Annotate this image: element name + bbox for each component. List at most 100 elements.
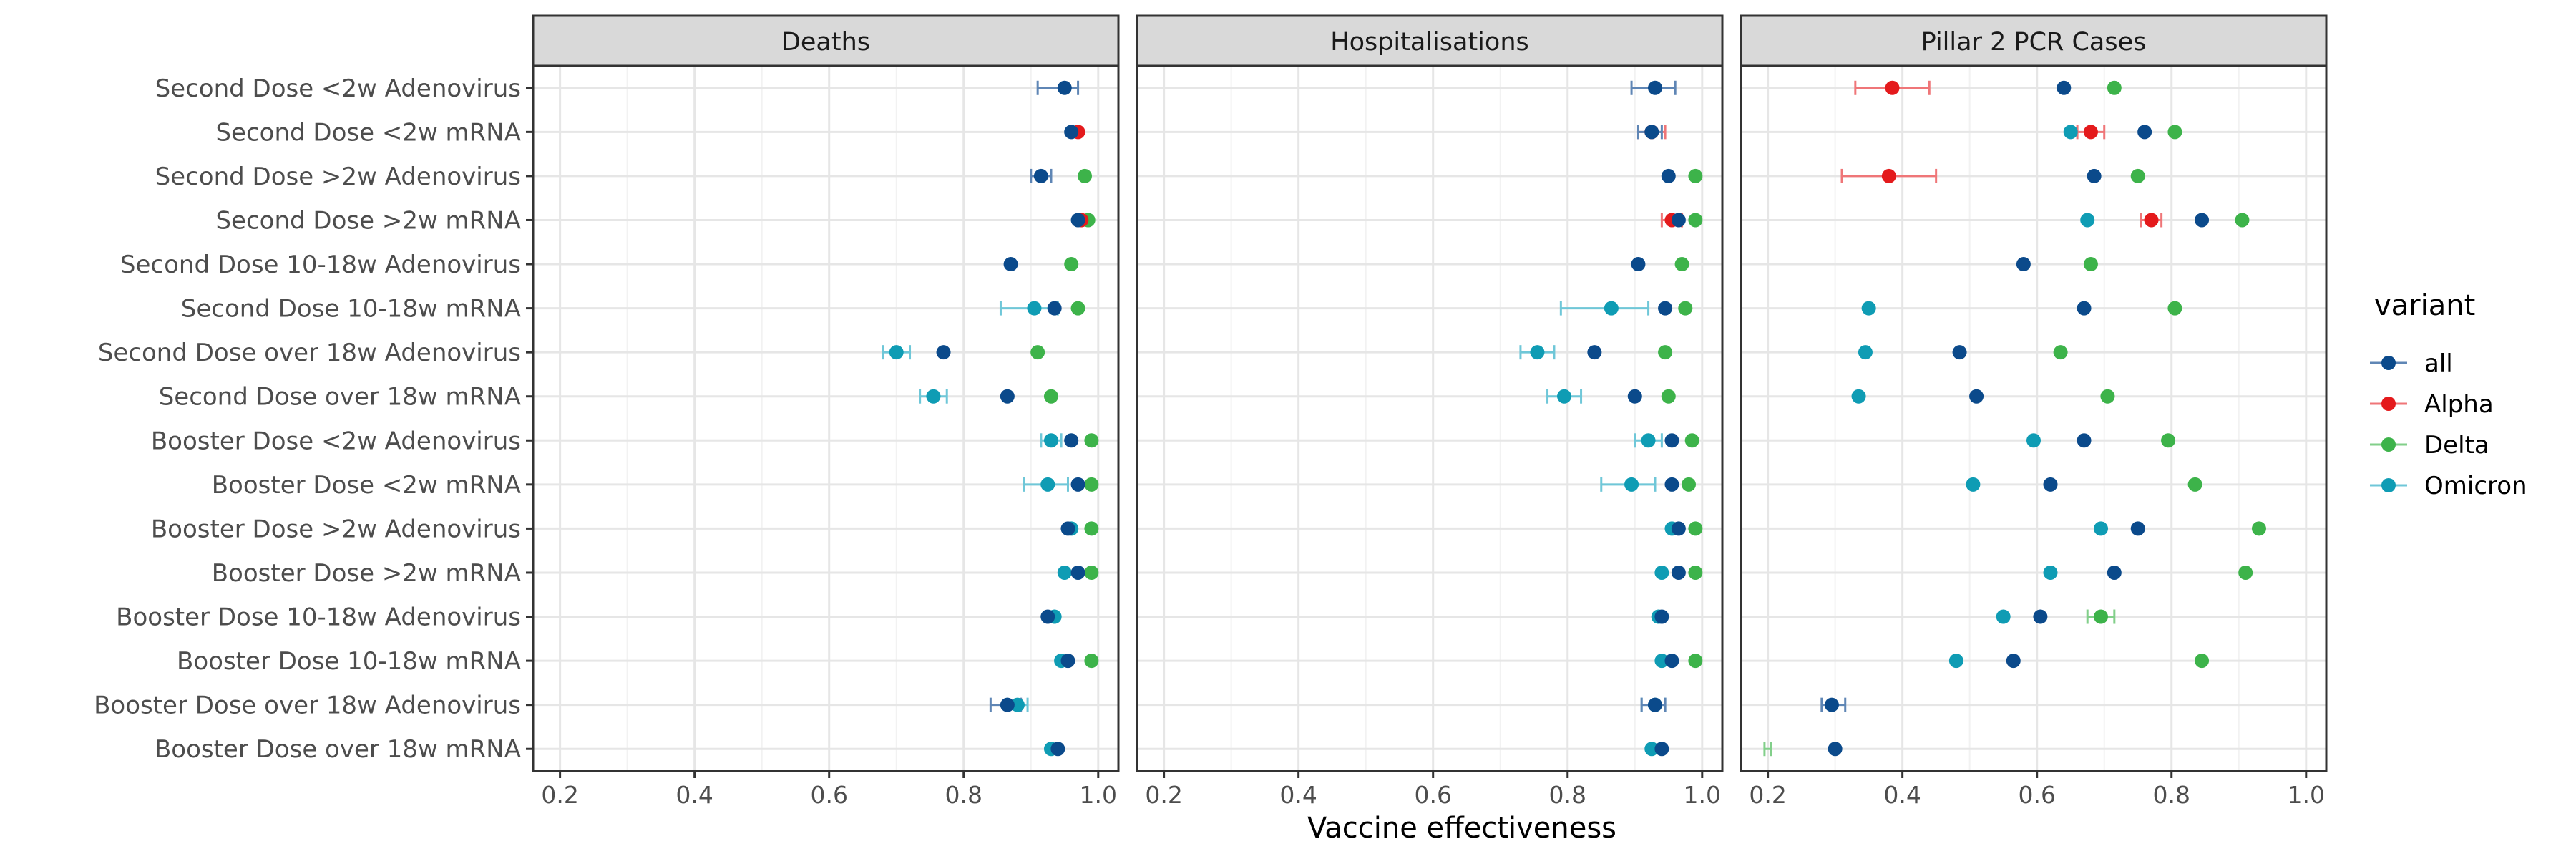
data-point-all: [1824, 697, 1839, 712]
facet-panels: Deaths 0.2 0.4 0.6 0.8 1.0 Hospitalisations 0.2…: [532, 14, 2328, 809]
data-point-omicron: [1043, 433, 1058, 448]
data-point-all: [1969, 389, 1984, 404]
data-point-all: [1070, 213, 1085, 228]
data-point-omicron: [2063, 125, 2078, 140]
y-tick-label: Booster Dose 10-18w mRNA: [177, 647, 521, 676]
data-point-all: [1003, 257, 1018, 272]
data-point-all: [1070, 565, 1085, 580]
legend: variant all Alpha Delta Omicron: [2370, 289, 2527, 500]
legend-key-point: [2381, 397, 2396, 411]
data-point-delta: [1674, 257, 1689, 272]
data-point-all: [2087, 168, 2102, 183]
panel-background: [1137, 66, 1722, 771]
data-point-all: [1627, 389, 1642, 404]
data-point-all: [1664, 654, 1679, 669]
data-point-delta: [1030, 345, 1045, 360]
data-point-omicron: [1861, 301, 1876, 316]
legend-label: Delta: [2424, 431, 2489, 460]
data-point-delta: [1688, 565, 1703, 580]
data-point-delta: [1084, 654, 1099, 669]
panel-border: [1740, 64, 2328, 772]
data-point-all: [1664, 433, 1679, 448]
y-tick-label: Booster Dose over 18w mRNA: [155, 735, 521, 764]
data-point-all: [1587, 345, 1602, 360]
x-axis-title: Vaccine effectiveness: [1307, 812, 1616, 845]
data-point-omicron: [2043, 565, 2058, 580]
data-point-all: [2195, 213, 2210, 228]
y-tick-label: Booster Dose <2w mRNA: [212, 471, 521, 500]
data-point-all: [1000, 389, 1015, 404]
data-point-all: [2006, 654, 2021, 669]
data-point-delta: [2235, 213, 2250, 228]
data-point-omicron: [1948, 654, 1963, 669]
data-point-all: [1671, 565, 1686, 580]
data-point-omicron: [1557, 389, 1572, 404]
data-point-all: [1040, 609, 1055, 624]
x-tick-label: 1.0: [1684, 781, 1721, 809]
data-point-delta: [1084, 565, 1099, 580]
data-point-omicron: [1530, 345, 1545, 360]
y-tick-label: Second Dose <2w mRNA: [215, 118, 521, 147]
panel-background: [1741, 66, 2326, 771]
legend-key-point: [2381, 437, 2396, 452]
data-point-omicron: [1040, 477, 1055, 492]
legend-key-point: [2381, 478, 2396, 492]
data-point-delta: [1678, 301, 1693, 316]
x-tick-label: 0.4: [1883, 781, 1921, 809]
data-point-omicron: [1858, 345, 1873, 360]
data-point-delta: [1688, 654, 1703, 669]
data-point-omicron: [1966, 477, 1981, 492]
data-point-all: [1033, 168, 1048, 183]
legend-label: Omicron: [2424, 472, 2527, 500]
facet-strip: [532, 14, 1120, 67]
data-point-all: [1064, 433, 1079, 448]
x-tick-label: 0.8: [1549, 781, 1586, 809]
legend-title: variant: [2374, 289, 2475, 322]
data-point-all: [2057, 80, 2072, 95]
data-point-all: [2130, 521, 2145, 536]
data-point-delta: [1064, 257, 1079, 272]
data-point-delta: [1084, 521, 1099, 536]
y-tick-label: Second Dose >2w Adenovirus: [155, 162, 521, 191]
y-tick-label: Booster Dose over 18w Adenovirus: [94, 691, 521, 720]
facet-title: Deaths: [781, 28, 870, 57]
data-point-omicron: [1057, 565, 1072, 580]
data-point-all: [1664, 477, 1679, 492]
y-tick-label: Second Dose over 18w Adenovirus: [98, 339, 521, 367]
x-tick-label: 1.0: [2288, 781, 2325, 809]
data-point-all: [2077, 433, 2092, 448]
data-point-all: [2077, 301, 2092, 316]
data-point-delta: [2195, 654, 2210, 669]
data-point-alpha: [1881, 168, 1896, 183]
y-axis-labels: Second Dose <2w Adenovirus Second Dose <2…: [94, 74, 533, 764]
data-point-delta: [2187, 477, 2202, 492]
data-point-delta: [2107, 80, 2122, 95]
data-point-alpha: [2083, 125, 2098, 140]
data-point-delta: [2053, 345, 2068, 360]
x-tick-label: 0.6: [2018, 781, 2055, 809]
data-point-delta: [1043, 389, 1058, 404]
data-point-omicron: [1851, 389, 1866, 404]
data-point-alpha: [2144, 213, 2159, 228]
data-point-delta: [1684, 433, 1699, 448]
x-tick-label: 0.4: [1279, 781, 1317, 809]
y-tick-label: Booster Dose >2w mRNA: [212, 559, 521, 588]
legend-key-point: [2381, 356, 2396, 370]
legend-label: all: [2424, 349, 2453, 378]
data-point-delta: [2083, 257, 2098, 272]
data-point-delta: [2238, 565, 2253, 580]
data-point-delta: [2167, 301, 2182, 316]
data-point-delta: [2094, 609, 2109, 624]
x-tick-label: 0.4: [675, 781, 713, 809]
data-point-delta: [1077, 168, 1092, 183]
data-point-delta: [2130, 168, 2145, 183]
facet-title: Pillar 2 PCR Cases: [1921, 28, 2147, 57]
data-point-omicron: [1644, 742, 1659, 757]
data-point-all: [2137, 125, 2152, 140]
data-point-delta: [2161, 433, 2176, 448]
data-point-all: [1631, 257, 1646, 272]
data-point-all: [1671, 521, 1686, 536]
data-point-all: [1952, 345, 1967, 360]
data-point-omicron: [1654, 565, 1669, 580]
data-point-all: [1070, 477, 1085, 492]
